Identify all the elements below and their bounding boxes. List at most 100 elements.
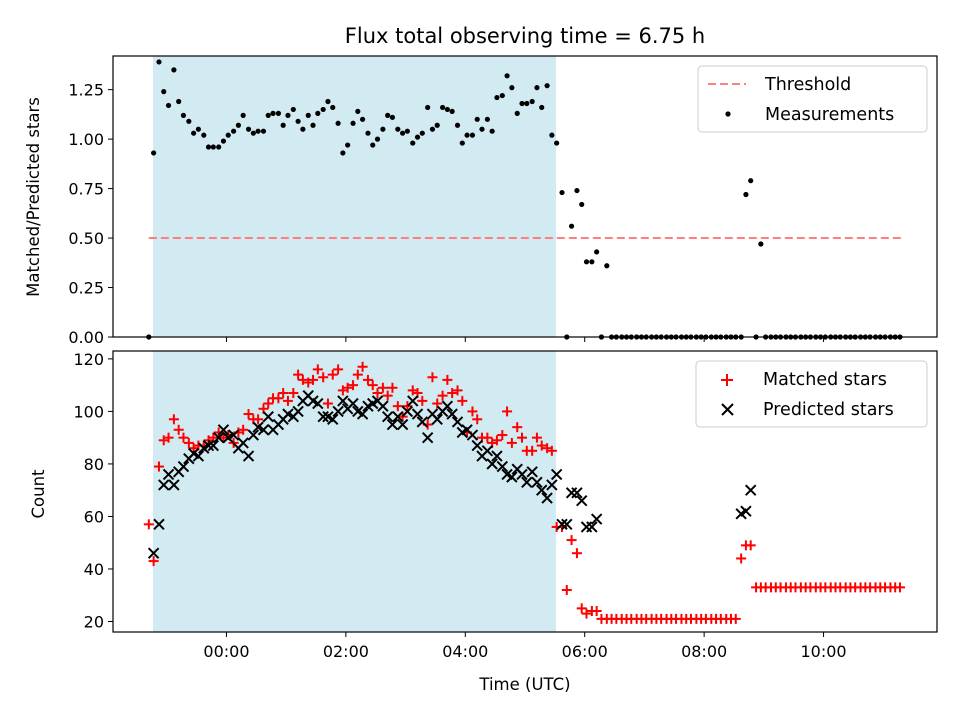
measurement-point (389, 114, 396, 120)
predicted-star-point (506, 471, 518, 483)
predicted-star-point (242, 450, 255, 462)
matched-legend-label: Matched stars (763, 370, 887, 390)
matched-legend-swatch (721, 374, 733, 386)
predicted-star-point (550, 468, 563, 481)
measurement-point (579, 201, 585, 208)
measurement-point (186, 118, 192, 124)
matched-star-point (352, 369, 363, 380)
measurement-point (559, 189, 565, 196)
matched-star-point (148, 556, 159, 567)
count-panel: 00:00 02:00 04:00 06:00 08:00 10:00 20 40 60 80 1… (29, 350, 938, 694)
matched-star-point (527, 445, 538, 456)
matched-star-point (472, 414, 483, 425)
matched-star-point (531, 432, 542, 443)
measurement-point (365, 130, 371, 136)
x-tick-label: 08:00 (681, 642, 727, 661)
predicted-star-point (407, 395, 419, 407)
measurement-point (191, 130, 197, 136)
measurement-point (370, 142, 376, 148)
matched-star-point (402, 401, 413, 412)
measurement-point (594, 249, 600, 255)
measurement-point (459, 140, 465, 146)
measurement-point (449, 108, 455, 115)
matched-star-point (342, 382, 353, 393)
y-tick-label: 0.75 (68, 180, 104, 199)
measurement-point (320, 106, 326, 113)
measurement-point (529, 98, 535, 105)
matched-star-point (243, 409, 254, 420)
measurement-point (156, 59, 162, 65)
predicted-star-point (381, 410, 394, 423)
predicted-star-point (396, 418, 409, 431)
count-panel-x-ticks: 00:00 02:00 04:00 06:00 08:00 10:00 (203, 632, 847, 661)
measurement-point (440, 104, 446, 111)
measurement-point (444, 106, 450, 113)
predicted-star-point (162, 468, 175, 481)
measurement-point (399, 130, 406, 136)
measurement-point (180, 112, 187, 118)
matched-star-point (357, 361, 368, 372)
matched-star-point (566, 535, 577, 546)
measurement-point (429, 126, 436, 132)
predicted-star-point (431, 413, 443, 425)
measurement-point (280, 122, 286, 128)
measurement-point (568, 223, 575, 229)
matched-star-point (512, 422, 523, 433)
matched-star-point (506, 437, 517, 448)
matched-star-point (427, 372, 438, 383)
matched-star-point (482, 432, 493, 443)
measurement-point (231, 128, 237, 134)
y-tick-label: 0.50 (68, 229, 104, 248)
measurement-point (240, 112, 246, 118)
chart-title: Flux total observing time = 6.75 h (345, 24, 705, 48)
y-tick-label: 1.25 (68, 81, 104, 100)
predicted-star-point (327, 413, 339, 425)
predicted-star-point (561, 518, 573, 531)
y-tick-label: 80 (84, 455, 104, 474)
matched-star-point (417, 395, 428, 406)
predicted-star-point (158, 479, 170, 491)
measurement-point (414, 134, 421, 140)
measurement-point (539, 104, 545, 111)
y-tick-label: 20 (84, 612, 104, 631)
measurement-points (146, 59, 903, 340)
measurement-point (434, 122, 440, 128)
measurement-point (205, 144, 212, 150)
matched-star-point (561, 584, 572, 595)
measurement-point (359, 116, 366, 122)
measurement-point (519, 100, 525, 107)
matched-star-point (282, 395, 293, 406)
predicted-star-point (237, 437, 249, 449)
measurement-point (489, 128, 495, 134)
matched-star-point (348, 380, 359, 391)
matched-star-point (263, 398, 274, 409)
y-tick-label: 0.25 (68, 279, 104, 298)
count-legend-box (695, 360, 928, 428)
matched-star-point (372, 388, 383, 399)
ratio-panel-ylabel: Matched/Predicted stars (24, 97, 43, 297)
predicted-star-point (740, 505, 752, 517)
predicted-star-point (292, 405, 304, 418)
matched-star-point (308, 374, 319, 385)
measurement-point (300, 126, 306, 132)
y-tick-label: 0.00 (68, 328, 104, 347)
matched-star-point (576, 603, 587, 614)
matched-star-point (238, 424, 249, 435)
measurement-point (265, 112, 271, 118)
predicted-star-point (565, 487, 578, 499)
measurement-point (350, 120, 356, 126)
x-tick-label: 10:00 (800, 642, 846, 661)
measurement-point (285, 112, 291, 118)
predicted-star-point (521, 476, 533, 489)
measurement-point (195, 126, 201, 132)
predicted-star-point (202, 439, 215, 452)
measurement-point (216, 144, 222, 150)
measurement-point (419, 130, 425, 136)
count-panel-legend: Matched stars Predicted stars (695, 360, 928, 428)
matched-star-point (278, 388, 289, 399)
measurement-point (260, 128, 267, 134)
measurement-point (604, 263, 610, 269)
matched-star-point (143, 519, 154, 530)
predicted-star-point (312, 397, 324, 410)
predicted-star-point (576, 494, 588, 507)
